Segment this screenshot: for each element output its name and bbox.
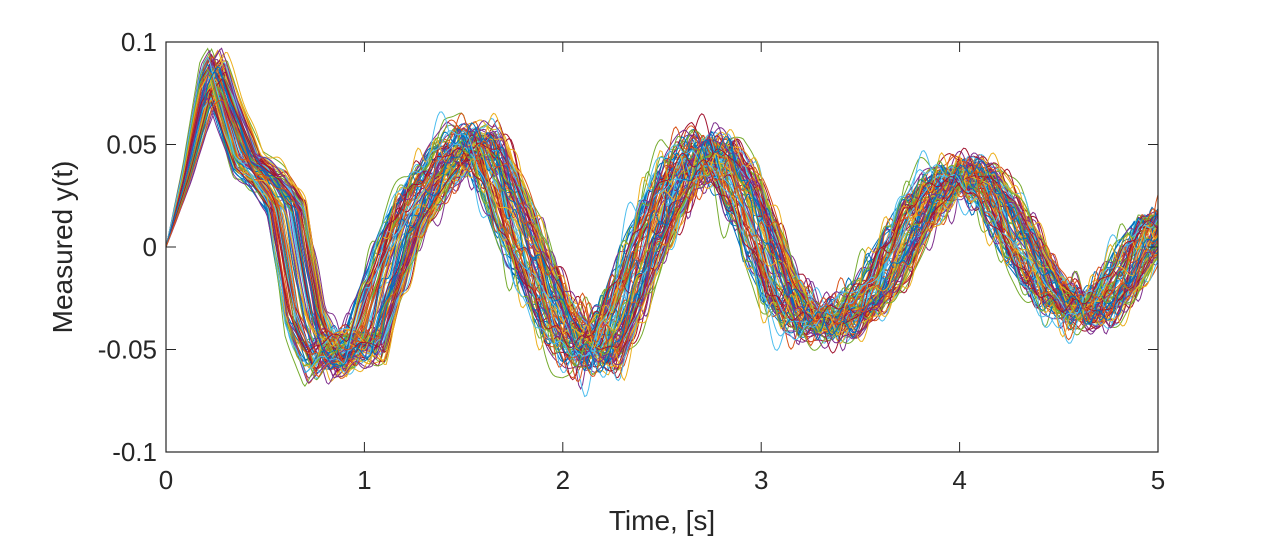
series-line-85 [166, 71, 1158, 372]
series-line-89 [166, 87, 1158, 355]
series-line-97 [166, 56, 1158, 373]
series-line-96 [166, 68, 1158, 367]
series-line-93 [166, 71, 1158, 383]
series-line-94 [166, 74, 1158, 369]
x-tick-label: 3 [754, 465, 768, 495]
y-tick-label: 0 [143, 232, 157, 262]
x-tick-label: 5 [1151, 465, 1165, 495]
series-group [166, 47, 1158, 398]
y-tick-label: 0.1 [121, 27, 157, 57]
x-tick-label: 1 [357, 465, 371, 495]
series-line-80 [166, 78, 1158, 359]
x-tick-label: 0 [159, 465, 173, 495]
series-line-90 [166, 96, 1158, 357]
x-tick-label: 4 [952, 465, 966, 495]
y-axis-title: Measured y(t) [47, 161, 78, 334]
tick-group: 0 1 2 3 4 5 -0.1 -0.05 0 0.05 0.1 [98, 27, 1166, 495]
x-axis-title: Time, [s] [609, 505, 715, 536]
series-line-67 [166, 98, 1158, 352]
series-line-78 [166, 70, 1158, 370]
y-tick-label: -0.1 [112, 437, 157, 467]
series-line-98 [166, 88, 1158, 353]
series-line-95 [166, 47, 1158, 378]
x-tick-label: 2 [556, 465, 570, 495]
y-tick-label: 0.05 [106, 130, 157, 160]
series-line-100 [166, 99, 1158, 355]
y-tick-label: -0.05 [98, 335, 157, 365]
